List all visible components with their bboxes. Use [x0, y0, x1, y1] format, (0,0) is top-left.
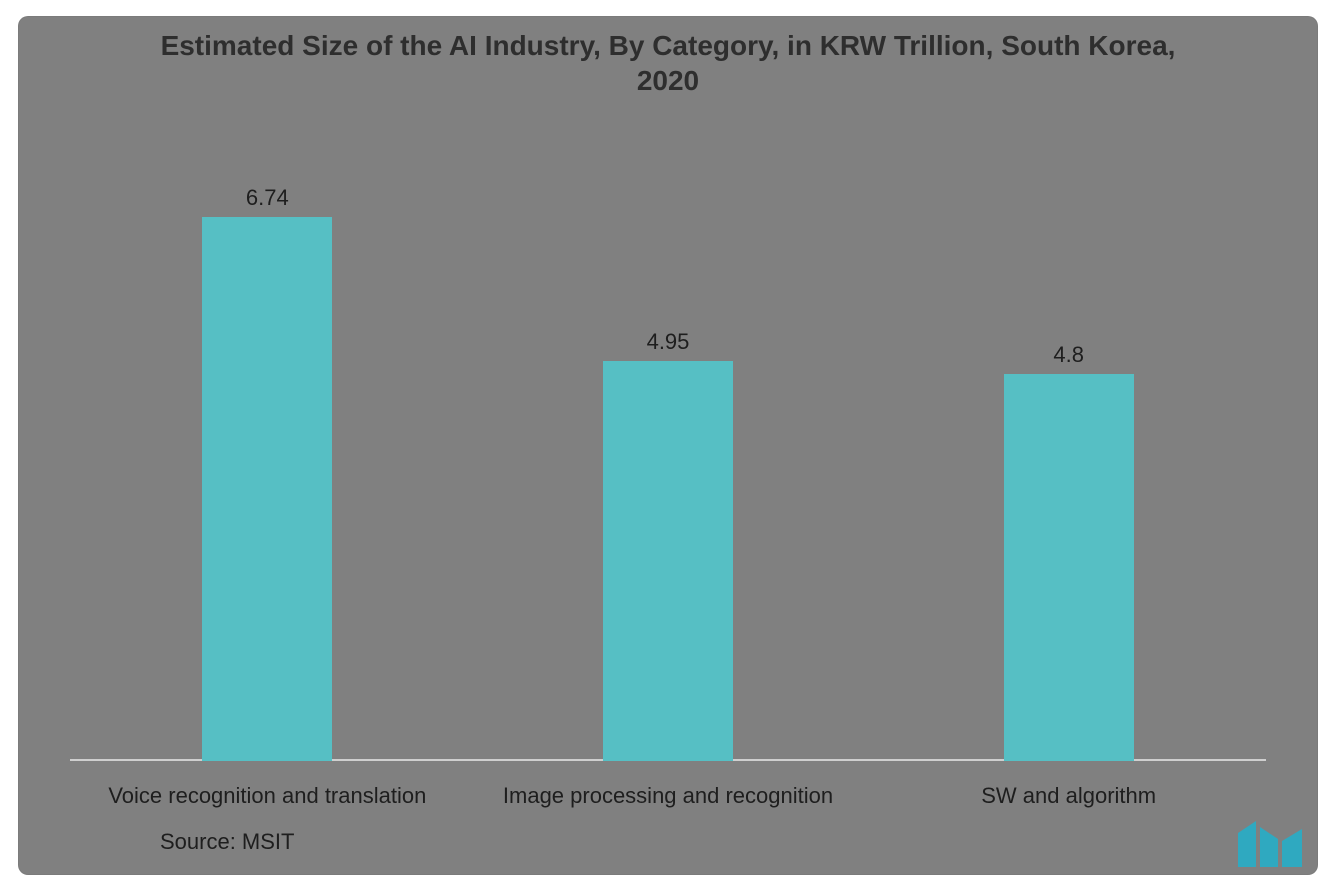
bar-group: 4.95 Image processing and recognition [488, 361, 848, 761]
chart-title: Estimated Size of the AI Industry, By Ca… [128, 28, 1208, 98]
bar-group: 4.8 SW and algorithm [889, 374, 1249, 761]
logo-shape-left [1238, 821, 1256, 867]
bar [202, 217, 332, 761]
brand-logo [1236, 819, 1306, 869]
source-attribution: Source: MSIT [160, 829, 294, 855]
logo-shape-right [1282, 829, 1302, 867]
bar [1004, 374, 1134, 761]
bar-category-label: Voice recognition and translation [108, 783, 426, 809]
bar-category-label: Image processing and recognition [503, 783, 833, 809]
bar-value-label: 4.8 [1053, 342, 1084, 368]
bar-value-label: 6.74 [246, 185, 289, 211]
bar-value-label: 4.95 [647, 329, 690, 355]
bar [603, 361, 733, 761]
logo-shape-mid [1260, 827, 1278, 867]
chart-container: Estimated Size of the AI Industry, By Ca… [0, 0, 1336, 891]
bar-category-label: SW and algorithm [981, 783, 1156, 809]
plot-area: 6.74 Voice recognition and translation 4… [70, 160, 1266, 761]
bar-group: 6.74 Voice recognition and translation [87, 217, 447, 761]
